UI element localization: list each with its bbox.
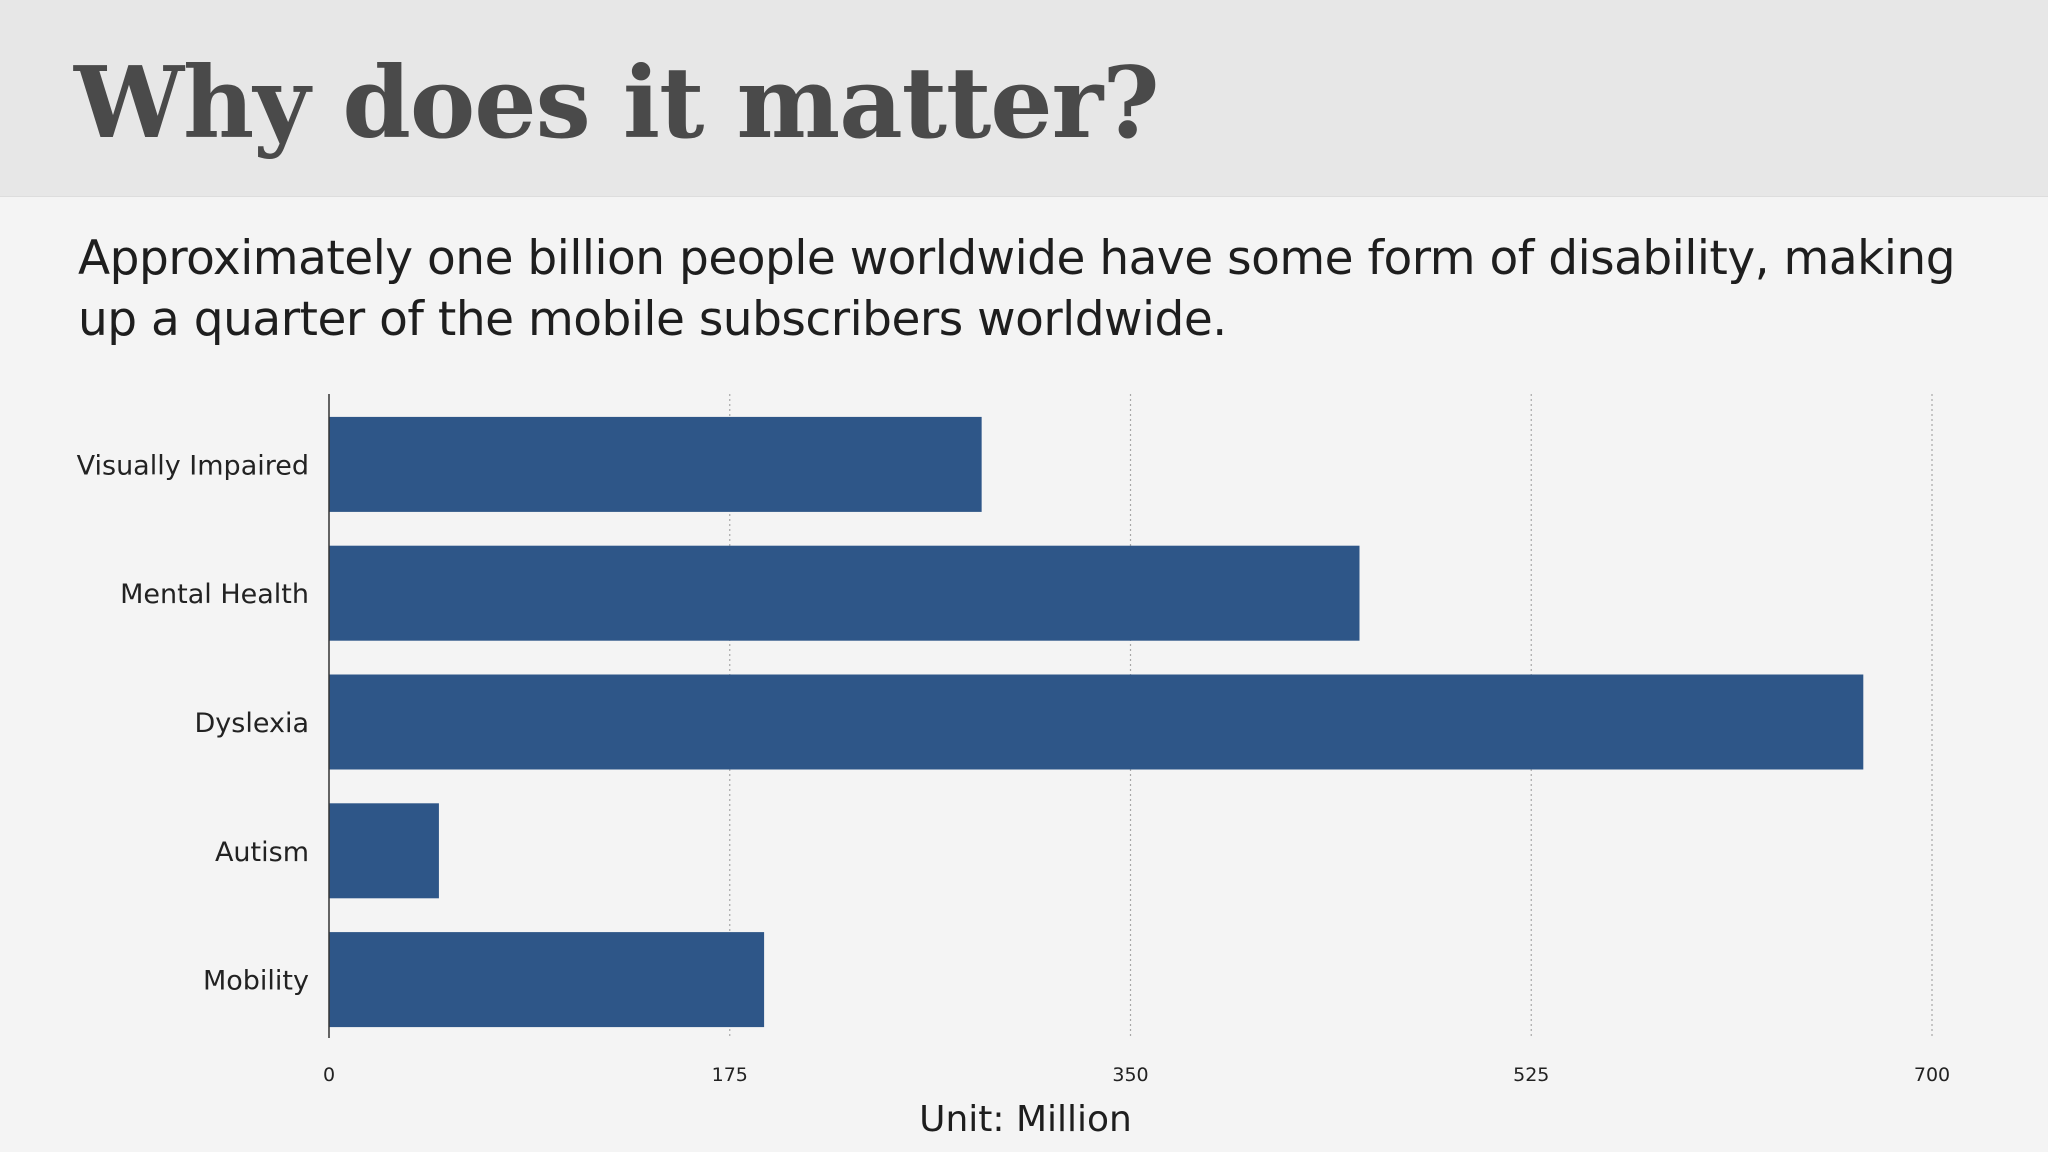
bar bbox=[329, 545, 1360, 641]
x-tick-label: 175 bbox=[712, 1064, 748, 1086]
y-tick-label: Autism bbox=[215, 837, 309, 868]
bar bbox=[329, 416, 982, 512]
bars bbox=[329, 416, 1864, 1028]
x-tick-labels: 0 175 350 525 700 bbox=[323, 1064, 1950, 1086]
bar-chart: Visually Impaired Mental Health Dyslexia Au… bbox=[77, 394, 1950, 1140]
bar bbox=[329, 803, 439, 899]
y-tick-label: Mental Health bbox=[120, 579, 309, 610]
x-tick-label: 0 bbox=[323, 1064, 335, 1086]
x-tick-label: 525 bbox=[1513, 1064, 1549, 1086]
x-axis-label: Unit: Million bbox=[919, 1099, 1132, 1140]
y-tick-label: Dyslexia bbox=[195, 708, 310, 739]
bar bbox=[329, 674, 1864, 770]
bar bbox=[329, 932, 765, 1028]
page-title: Why does it matter? bbox=[74, 46, 1160, 161]
x-tick-label: 350 bbox=[1112, 1064, 1148, 1086]
y-tick-label: Visually Impaired bbox=[77, 450, 309, 481]
y-tick-labels: Visually Impaired Mental Health Dyslexia Au… bbox=[77, 450, 309, 996]
header-band: Why does it matter? bbox=[0, 0, 2048, 197]
x-tick-label: 700 bbox=[1914, 1064, 1950, 1086]
subtitle: Approximately one billion people worldwi… bbox=[78, 231, 1956, 347]
y-tick-label: Mobility bbox=[203, 966, 309, 997]
